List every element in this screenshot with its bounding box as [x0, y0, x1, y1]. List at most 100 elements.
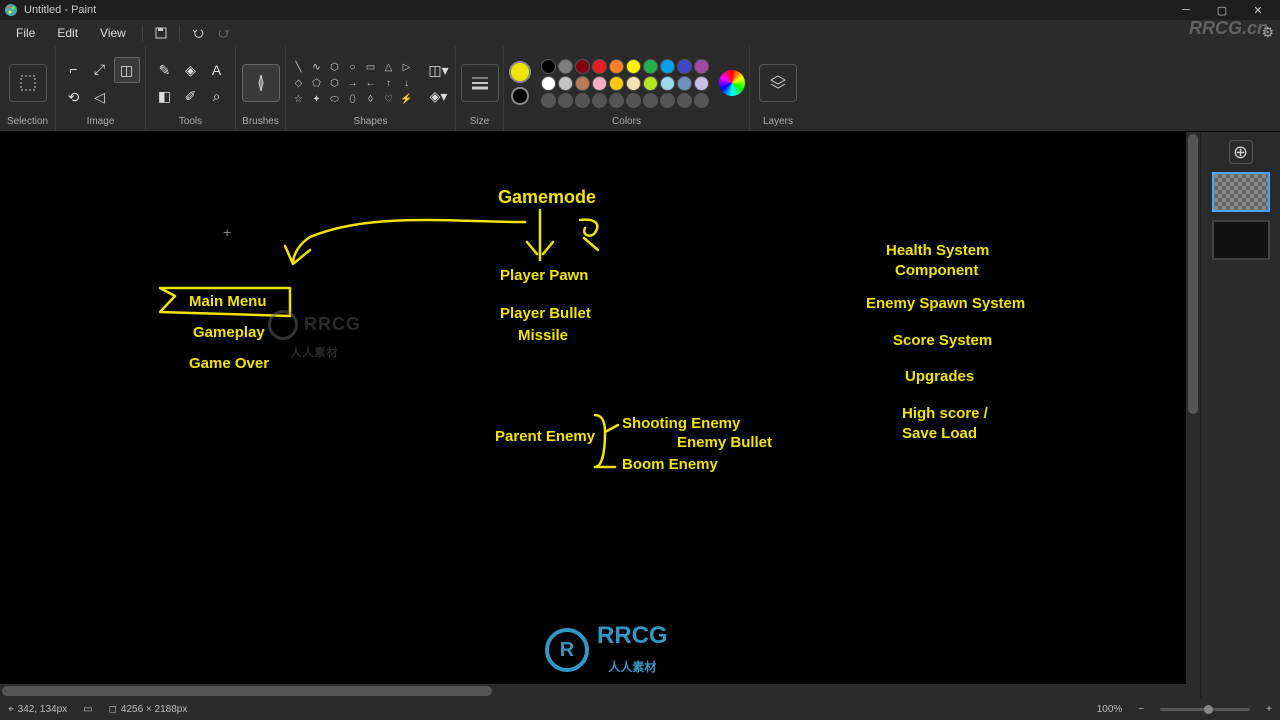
palette-swatch[interactable] [592, 59, 607, 74]
canvas-text: Enemy Spawn System [866, 295, 1025, 312]
horizontal-scrollbar[interactable] [0, 684, 1188, 698]
minimize-button[interactable]: ─ [1168, 0, 1204, 20]
palette-swatch[interactable] [575, 93, 590, 108]
vertical-scrollbar[interactable] [1186, 132, 1200, 698]
ribbon-layers-group: Layers [750, 46, 806, 131]
image-label: Image [87, 116, 115, 129]
palette-swatch[interactable] [694, 76, 709, 91]
palette-swatch[interactable] [626, 93, 641, 108]
canvas-text: Player Bullet [500, 305, 591, 322]
canvas-text: Gameplay [193, 324, 265, 341]
canvas-size: ◻ 4256 × 2188px [109, 704, 188, 715]
zoom-slider[interactable] [1160, 708, 1250, 711]
palette-swatch[interactable] [558, 59, 573, 74]
zoom-out-button[interactable]: − [1138, 704, 1144, 715]
canvas-text: Main Menu [189, 293, 267, 310]
text-icon[interactable]: A [205, 58, 229, 82]
palette-swatch[interactable] [677, 93, 692, 108]
picker-icon[interactable]: ✐ [179, 84, 203, 108]
redo-icon[interactable] [212, 22, 236, 44]
canvas-text: Missile [518, 327, 568, 344]
zoom-level: 100% [1097, 704, 1123, 715]
palette-swatch[interactable] [660, 59, 675, 74]
shape-fill-icon[interactable]: ◈▾ [427, 84, 451, 108]
window-title: Untitled - Paint [24, 4, 96, 16]
canvas-drawing [0, 132, 1172, 692]
palette-swatch[interactable] [609, 59, 624, 74]
edit-colors-icon[interactable] [719, 70, 745, 96]
canvas-text: Save Load [902, 425, 977, 442]
layers-label: Layers [763, 116, 793, 129]
color-2-swatch[interactable] [511, 87, 529, 105]
palette-swatch[interactable] [643, 76, 658, 91]
pencil-icon[interactable]: ✎ [153, 58, 177, 82]
layer-thumb-2[interactable] [1212, 220, 1270, 260]
palette-swatch[interactable] [609, 93, 624, 108]
palette-swatch[interactable] [541, 59, 556, 74]
menu-edit[interactable]: Edit [47, 24, 88, 42]
save-icon[interactable] [149, 22, 173, 44]
ribbon-size-group: Size [456, 46, 504, 131]
shapes-grid[interactable]: ╲∿⬡○▭△▷ ◇⬠⬡→←↑↓ ☆✦⬭⬯◊♡⚡ [291, 60, 415, 106]
palette-swatch[interactable] [541, 93, 556, 108]
palette-swatch[interactable] [558, 76, 573, 91]
ribbon-shapes-group: ╲∿⬡○▭△▷ ◇⬠⬡→←↑↓ ☆✦⬭⬯◊♡⚡ ◫▾ ◈▾ Shapes [286, 46, 456, 131]
rotate-icon[interactable]: ⟲ [62, 85, 86, 109]
canvas-text: Score System [893, 332, 992, 349]
menubar: File Edit View [0, 20, 1280, 46]
palette-swatch[interactable] [660, 93, 675, 108]
palette-swatch[interactable] [694, 59, 709, 74]
palette-swatch[interactable] [626, 59, 641, 74]
size-selector[interactable] [461, 64, 499, 102]
select-tool[interactable] [9, 64, 47, 102]
palette-swatch[interactable] [541, 76, 556, 91]
canvas-text: Player Pawn [500, 267, 588, 284]
palette-swatch[interactable] [575, 59, 590, 74]
palette-swatch[interactable] [592, 76, 607, 91]
canvas-text: Shooting Enemy [622, 415, 740, 432]
flip-icon[interactable]: ◁ [88, 85, 112, 109]
palette-swatch[interactable] [643, 93, 658, 108]
paint-app-icon [4, 3, 18, 17]
layer-thumb-1[interactable] [1212, 172, 1270, 212]
palette-swatch[interactable] [643, 59, 658, 74]
canvas[interactable]: Gamemode Player Pawn Player Bullet Missi… [0, 132, 1172, 687]
palette-swatch[interactable] [592, 93, 607, 108]
fill-icon[interactable]: ◈ [179, 58, 203, 82]
palette-swatch[interactable] [660, 76, 675, 91]
close-button[interactable]: ✕ [1240, 0, 1276, 20]
palette-swatch[interactable] [558, 93, 573, 108]
palette-swatch[interactable] [694, 93, 709, 108]
zoom-in-button[interactable]: + [1266, 704, 1272, 715]
color-palette[interactable] [541, 59, 709, 108]
crop-icon[interactable]: ⌐ [62, 57, 86, 81]
canvas-text: Health System [886, 242, 989, 259]
menu-file[interactable]: File [6, 24, 45, 42]
maximize-button[interactable]: ▢ [1204, 0, 1240, 20]
shape-outline-icon[interactable]: ◫▾ [427, 58, 451, 82]
color-1-swatch[interactable] [509, 61, 531, 83]
brush-tool[interactable] [242, 64, 280, 102]
menu-view[interactable]: View [90, 24, 136, 42]
watermark-top-right: RRCG.cn [1189, 18, 1268, 39]
canvas-text: Component [895, 262, 978, 279]
eraser-icon[interactable]: ◧ [153, 84, 177, 108]
ribbon: Selection ⌐ ⤢ ◫ ⟲ ◁ Image ✎ [0, 46, 1280, 132]
canvas-text: Parent Enemy [495, 428, 595, 445]
selection-size: ▭ [83, 704, 92, 715]
ai-image-icon[interactable]: ◫ [114, 57, 140, 83]
undo-icon[interactable] [186, 22, 210, 44]
watermark-center: RRCG 人人素材 [268, 310, 361, 361]
add-layer-button[interactable]: ⊕ [1229, 140, 1253, 164]
brushes-label: Brushes [242, 116, 279, 129]
palette-swatch[interactable] [609, 76, 624, 91]
palette-swatch[interactable] [677, 76, 692, 91]
palette-swatch[interactable] [626, 76, 641, 91]
magnify-icon[interactable]: ⌕ [205, 84, 229, 108]
palette-swatch[interactable] [575, 76, 590, 91]
canvas-text: Enemy Bullet [677, 434, 772, 451]
layers-button[interactable] [759, 64, 797, 102]
palette-swatch[interactable] [677, 59, 692, 74]
watermark-bottom: R RRCG人人素材 [545, 622, 668, 678]
resize-icon[interactable]: ⤢ [88, 57, 112, 81]
